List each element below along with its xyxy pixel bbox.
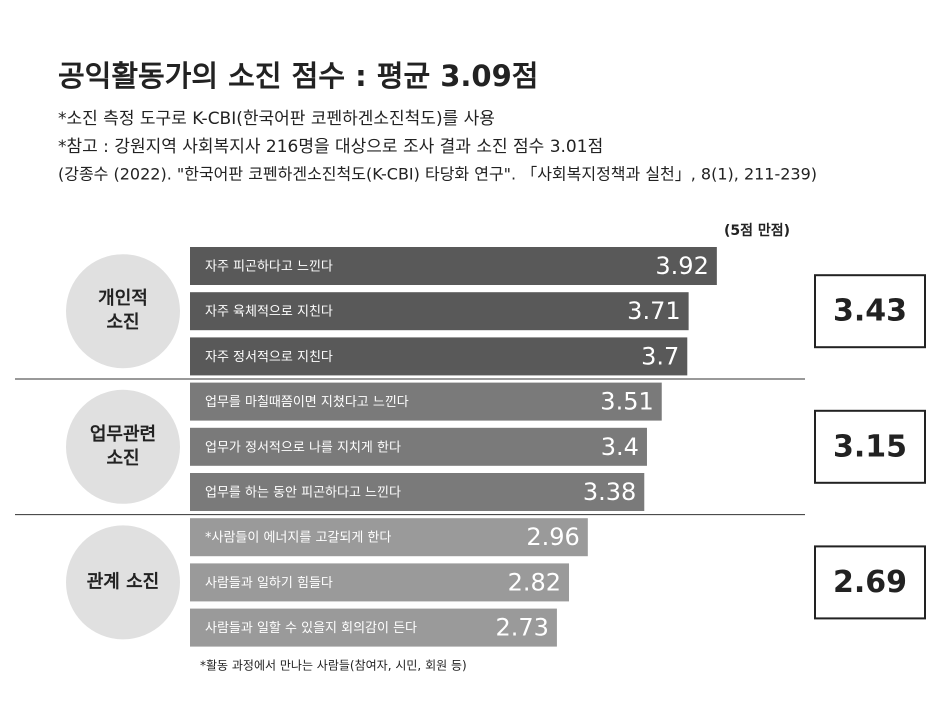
- category-label: 사람들과 일하기 힘들다: [205, 576, 333, 591]
- category-label: 업무를 마칠때쯤이면 지쳤다고 느낀다: [205, 395, 409, 410]
- value-label: 3.7: [641, 342, 679, 370]
- average-value: 2.69: [833, 565, 907, 600]
- footnote: *활동 과정에서 만나는 사람들(참여자, 시민, 회원 등): [200, 659, 467, 673]
- value-label: 3.71: [627, 297, 680, 325]
- average-box: [814, 545, 926, 620]
- average-box: [814, 274, 926, 349]
- value-label: 3.38: [583, 478, 636, 506]
- category-label: 자주 정서적으로 지친다: [205, 350, 333, 365]
- group-circle: [66, 525, 180, 640]
- bar: [190, 337, 688, 376]
- category-label: 사람들과 일할 수 있을지 회의감이 든다: [205, 621, 417, 636]
- value-label: 3.92: [655, 252, 708, 280]
- bar: [190, 563, 570, 602]
- category-label: 자주 피곤하다고 느낀다: [205, 260, 333, 275]
- bar: [190, 382, 662, 421]
- average-value: 3.15: [833, 429, 907, 464]
- category-label: 자주 육체적으로 지친다: [205, 305, 333, 320]
- value-label: 3.4: [601, 433, 639, 461]
- bar: [190, 292, 689, 331]
- bar: [190, 608, 557, 647]
- average-value: 3.43: [833, 294, 907, 329]
- value-label: 2.82: [508, 568, 561, 596]
- group-label: 업무관련: [90, 424, 156, 445]
- group-label: 관계 소진: [87, 571, 160, 592]
- note: (강종수 (2022). "한국어판 코펜하겐소진척도(K-CBI) 타당화 연…: [58, 165, 817, 184]
- category-label: 업무를 하는 동안 피곤하다고 느낀다: [205, 486, 401, 501]
- group-circle: [66, 389, 180, 504]
- average-box: [814, 409, 926, 484]
- group-label: 소진: [106, 448, 139, 469]
- value-label: 3.51: [600, 388, 653, 416]
- group-label: 소진: [106, 312, 139, 333]
- group-label: 개인적: [98, 288, 148, 309]
- category-label: 업무가 정서적으로 나를 지치게 한다: [205, 440, 401, 455]
- bar: [190, 473, 645, 511]
- value-label: 2.96: [526, 523, 579, 551]
- bar: [190, 518, 588, 557]
- note: *참고 : 강원지역 사회복지사 216명을 대상으로 조사 결과 소진 점수 …: [58, 137, 603, 157]
- note: *소진 측정 도구로 K-CBI(한국어판 코펜하겐소진척도)를 사용: [58, 109, 495, 129]
- value-label: 2.73: [495, 614, 548, 642]
- bar: [190, 247, 717, 285]
- unit-label: (5점 만점): [724, 222, 790, 239]
- category-label: *사람들이 에너지를 고갈되게 한다: [205, 531, 391, 546]
- chart-title: 공익활동가의 소진 점수 : 평균 3.09점: [58, 59, 538, 93]
- bar: [190, 427, 647, 466]
- group-circle: [66, 254, 180, 369]
